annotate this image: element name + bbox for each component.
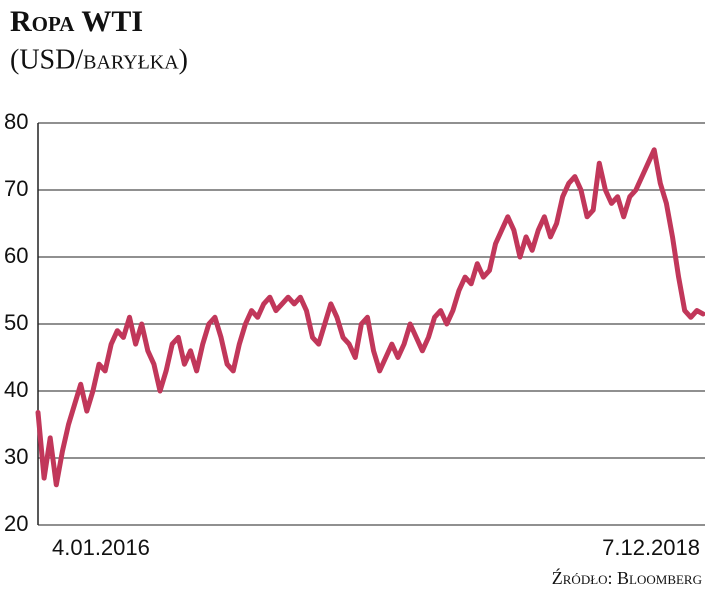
chart-title: Ropa WTI — [10, 5, 143, 38]
line — [35, 147, 705, 488]
y-tick-label: 30 — [4, 444, 28, 469]
y-tick-label: 20 — [4, 511, 28, 536]
x-tick-label: 4.01.2016 — [52, 535, 150, 560]
x-tick-label: 7.12.2018 — [602, 535, 700, 560]
y-tick-label: 40 — [4, 377, 28, 402]
chart-subtitle: (USD/baryłka) — [10, 44, 188, 75]
y-tick-label: 70 — [4, 176, 28, 201]
y-tick-label: 50 — [4, 310, 28, 335]
y-tick-label: 80 — [4, 109, 28, 134]
source: Źródło: Bloomberg — [552, 567, 702, 588]
y-tick-label: 60 — [4, 243, 28, 268]
